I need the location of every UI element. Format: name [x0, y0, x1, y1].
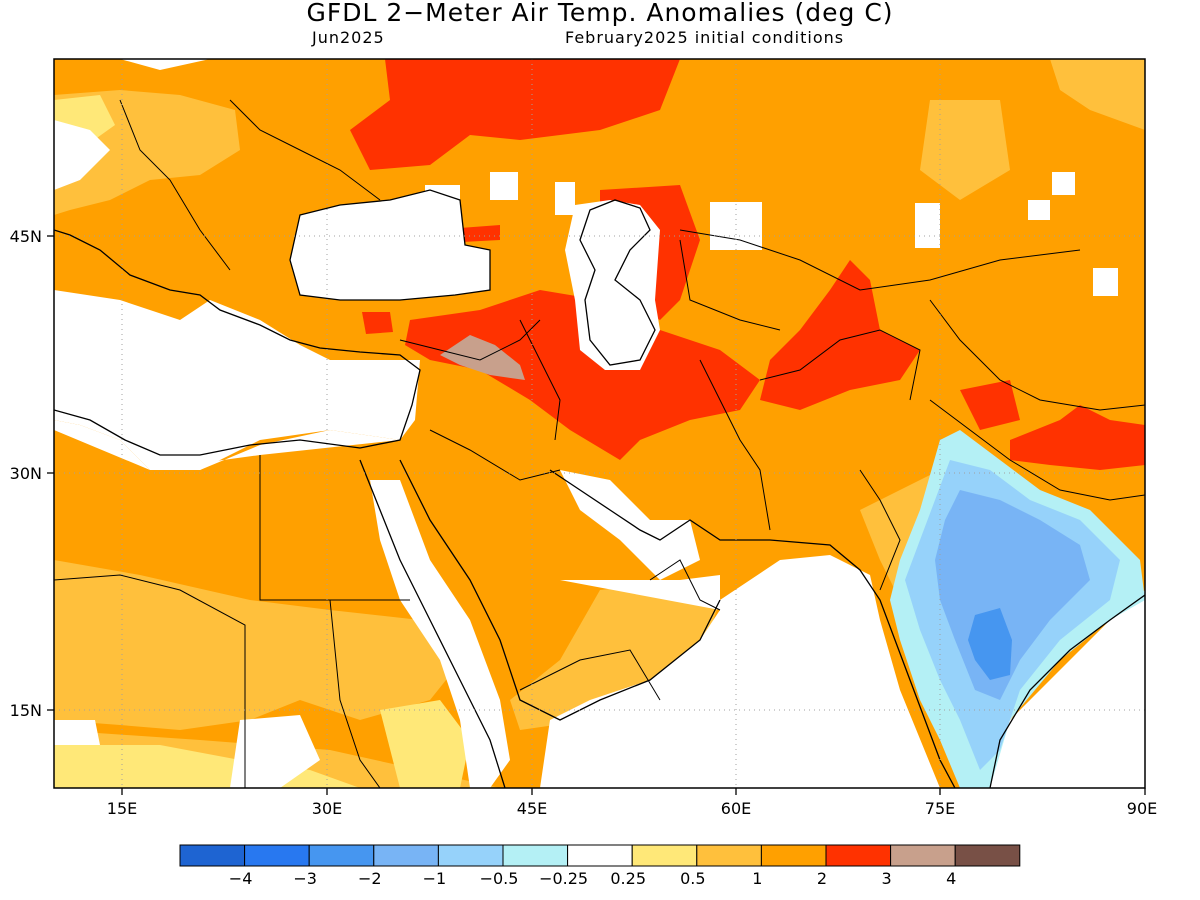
border-iran-west — [519, 319, 561, 441]
init-conditions: February2025 initial conditions — [565, 28, 845, 47]
border-oman — [649, 559, 721, 611]
colorbar: −4 −3 −2 −1 −0.5 −0.25 0.25 0.5 1 2 3 4 — [179, 844, 1021, 888]
colorbar-swatch — [631, 844, 698, 867]
lon-label-90e: 90E — [1127, 799, 1157, 818]
colorbar-label: 0.25 — [610, 869, 646, 888]
coast-mediterranean — [54, 229, 421, 456]
lon-label-45e: 45E — [517, 799, 547, 818]
hot-tibet — [1010, 405, 1145, 470]
neutral-africa-small — [54, 715, 320, 788]
colorbar-label: −4 — [229, 869, 253, 888]
colorbar-label: 2 — [817, 869, 827, 888]
tick-marks — [47, 235, 1146, 795]
map-title: GFDL 2−Meter Air Temp. Anomalies (deg C) — [306, 0, 894, 27]
neutral-arabian-sea — [540, 555, 940, 788]
lon-label-15e: 15E — [107, 799, 137, 818]
border-turkey — [399, 319, 541, 361]
neutral-mediterranean — [54, 290, 420, 470]
lon-label-75e: 75E — [925, 799, 955, 818]
light-warm-central-asia — [920, 100, 1010, 200]
coast-black-sea — [289, 189, 491, 301]
hot-kashmir — [960, 380, 1020, 430]
colorbar-swatch — [890, 844, 956, 867]
border-sudan — [329, 599, 381, 788]
colorbar-label: 0.5 — [680, 869, 705, 888]
coast-caspian — [579, 199, 656, 366]
neutral-north-africa-coast — [54, 420, 400, 470]
border-europe-1 — [119, 99, 231, 271]
borders — [54, 99, 1145, 788]
neutral-patches-north — [425, 172, 1118, 296]
hot-kazakh-patch — [460, 225, 500, 242]
pale-warm-africa-east — [380, 700, 470, 788]
map-frame — [53, 58, 1146, 789]
border-china — [929, 299, 1145, 411]
border-uzbek — [679, 239, 781, 331]
valid-month: Jun2025 — [312, 28, 385, 47]
colorbar-swatch — [308, 844, 375, 867]
colorbar-swatch — [179, 844, 246, 867]
light-warm-north-africa — [54, 560, 470, 730]
colorbar-swatch — [954, 844, 1021, 867]
coast-persian-gulf — [549, 469, 956, 788]
lon-label-30e: 30E — [312, 799, 342, 818]
colorbar-label: 3 — [882, 869, 892, 888]
colorbar-label: −0.5 — [480, 869, 519, 888]
colorbar-label: −3 — [293, 869, 317, 888]
coast-india-east — [989, 594, 1145, 788]
border-pakistan-india — [859, 469, 901, 591]
border-yemen — [519, 649, 661, 701]
colorbar-swatch — [502, 844, 569, 867]
anomaly-fields — [54, 59, 1145, 788]
border-himalaya — [929, 399, 1145, 501]
colorbar-label: 4 — [946, 869, 956, 888]
border-libya-chad — [54, 574, 246, 788]
neutral-northwest-europe — [54, 59, 210, 190]
graticule — [54, 59, 1145, 788]
colorbar-label: 1 — [752, 869, 762, 888]
colorbar-label: −2 — [358, 869, 382, 888]
lat-label-15n: 15N — [10, 701, 42, 720]
lat-label-30n: 30N — [10, 464, 42, 483]
border-egypt-libya — [259, 455, 410, 601]
colorbar-swatch — [567, 844, 633, 867]
hot-turkey-small — [362, 312, 393, 334]
hot-eastern-europe — [350, 59, 680, 170]
border-iran-east — [699, 359, 771, 531]
border-afghan — [759, 329, 921, 401]
colorbar-label: −1 — [423, 869, 447, 888]
light-warm-west-europe — [1050, 59, 1145, 130]
neutral-bay-of-bengal — [990, 590, 1145, 788]
border-kazakh — [679, 229, 1081, 291]
cool-india-core — [968, 608, 1012, 680]
colorbar-swatch — [696, 844, 762, 867]
border-russia-europe — [229, 99, 381, 201]
colorbar-swatch — [437, 844, 504, 867]
light-warm-arabia-south — [510, 580, 720, 730]
colorbar-swatch — [825, 844, 892, 867]
lat-label-45n: 45N — [10, 227, 42, 246]
neutral-black-sea — [290, 190, 490, 300]
hot-central-asia-band — [760, 260, 920, 410]
lon-label-60e: 60E — [721, 799, 751, 818]
hot-iran-iraq — [405, 290, 760, 460]
colorbar-swatch — [373, 844, 439, 867]
colorbar-swatch — [760, 844, 827, 867]
colorbar-label: −0.25 — [539, 869, 588, 888]
neutral-persian-gulf — [560, 470, 700, 580]
border-saudi-north — [429, 429, 561, 481]
extreme-east-turkey — [440, 335, 525, 380]
colorbar-swatch — [244, 844, 310, 867]
